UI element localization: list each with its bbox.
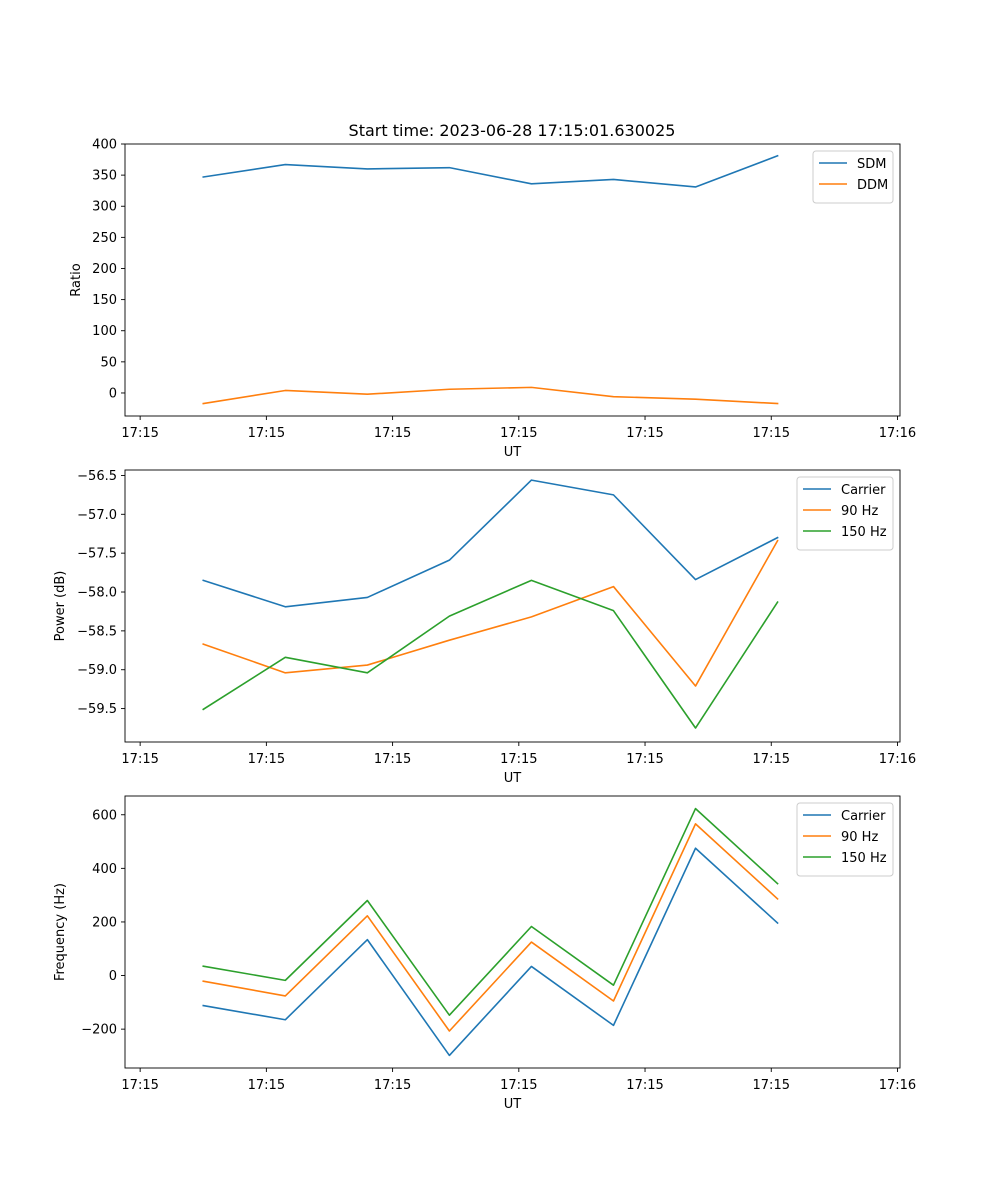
x-tick-label-ratio: 17:15	[626, 426, 663, 441]
x-axis-label-power: UT	[504, 771, 522, 786]
x-tick-label-frequency: 17:15	[626, 1078, 663, 1093]
y-tick-label-ratio: 100	[92, 324, 117, 339]
x-tick-label-ratio: 17:15	[248, 426, 285, 441]
y-tick-label-ratio: 400	[92, 138, 117, 153]
legend-label-power: Carrier	[841, 483, 886, 498]
y-tick-label-frequency: 0	[109, 969, 117, 984]
x-tick-label-frequency: 17:16	[879, 1078, 916, 1093]
y-tick-label-ratio: 200	[92, 262, 117, 277]
legend-label-frequency: 150 Hz	[841, 851, 887, 866]
x-tick-label-power: 17:15	[626, 752, 663, 767]
series-line-ratio-ddm	[202, 386, 779, 405]
y-tick-label-power: −57.5	[77, 547, 117, 562]
series-line-power-carrier	[202, 479, 779, 608]
legend-label-ratio: SDM	[857, 157, 886, 172]
panel-frequency: −200 0 200 400 600 17:15 17:15 17:15 17:15 17:15 1…	[53, 795, 916, 1112]
y-tick-label-frequency: 400	[92, 862, 117, 877]
y-tick-label-power: −58.5	[77, 624, 117, 639]
legend-label-frequency: Carrier	[841, 809, 886, 824]
y-tick-label-power: −59.0	[77, 663, 117, 678]
series-line-power-150-hz	[202, 579, 779, 729]
legend-label-power: 90 Hz	[841, 504, 878, 519]
y-tick-label-frequency: 600	[92, 808, 117, 823]
x-tick-label-ratio: 17:15	[753, 426, 790, 441]
y-axis-label-power: Power (dB)	[53, 571, 68, 642]
y-tick-label-ratio: 250	[92, 231, 117, 246]
legend-label-frequency: 90 Hz	[841, 830, 878, 845]
x-axis-label-frequency: UT	[504, 1097, 522, 1112]
x-tick-label-power: 17:15	[374, 752, 411, 767]
figure-title: Start time: 2023-06-28 17:15:01.630025	[349, 121, 676, 140]
x-tick-label-power: 17:16	[879, 752, 916, 767]
series-line-frequency-150-hz	[202, 807, 779, 1017]
legend-frequency: Carrier 90 Hz 150 Hz	[796, 802, 894, 877]
y-axis-label-frequency: Frequency (Hz)	[53, 883, 68, 981]
x-tick-label-frequency: 17:15	[374, 1078, 411, 1093]
x-tick-label-frequency: 17:15	[121, 1078, 158, 1093]
x-tick-label-power: 17:15	[500, 752, 537, 767]
x-tick-label-frequency: 17:15	[753, 1078, 790, 1093]
y-tick-label-power: −58.0	[77, 586, 117, 601]
series-line-frequency-90-hz	[202, 823, 779, 1032]
panel-power: −59.5 −59.0 −58.5 −58.0 −57.5 −57.0 −56.5 17:15…	[53, 469, 916, 786]
x-tick-label-ratio: 17:15	[121, 426, 158, 441]
legend-label-ratio: DDM	[857, 178, 888, 193]
x-tick-label-ratio: 17:15	[374, 426, 411, 441]
legend-label-power: 150 Hz	[841, 525, 887, 540]
legend-power: Carrier 90 Hz 150 Hz	[796, 476, 894, 551]
x-tick-label-power: 17:15	[121, 752, 158, 767]
y-tick-label-ratio: 50	[100, 355, 117, 370]
x-axis-label-ratio: UT	[504, 445, 522, 460]
x-tick-label-ratio: 17:15	[500, 426, 537, 441]
series-line-frequency-carrier	[202, 847, 779, 1057]
series-line-ratio-sdm	[202, 154, 779, 188]
x-tick-label-ratio: 17:16	[879, 426, 916, 441]
y-axis-label-ratio: Ratio	[69, 263, 84, 296]
x-tick-label-power: 17:15	[753, 752, 790, 767]
y-tick-label-ratio: 350	[92, 169, 117, 184]
axes-frame-power	[124, 469, 901, 743]
axes-frame-frequency	[124, 795, 901, 1069]
plots-group: 0 50 100 150 200 250 300 350 400 17:15 17:15 17:15 1…	[53, 138, 916, 1113]
x-tick-label-frequency: 17:15	[500, 1078, 537, 1093]
y-tick-label-power: −57.0	[77, 508, 117, 523]
legend-box-ratio	[812, 150, 894, 204]
x-tick-label-power: 17:15	[248, 752, 285, 767]
y-tick-label-ratio: 300	[92, 200, 117, 215]
y-tick-label-ratio: 150	[92, 293, 117, 308]
y-tick-label-power: −56.5	[77, 469, 117, 484]
axes-frame-ratio	[124, 143, 901, 417]
series-line-power-90-hz	[202, 539, 779, 687]
legend-ratio: SDM DDM	[812, 150, 894, 204]
y-tick-label-frequency: −200	[81, 1023, 117, 1038]
y-tick-label-power: −59.5	[77, 702, 117, 717]
panel-ratio: 0 50 100 150 200 250 300 350 400 17:15 17:15 17:15 1…	[69, 138, 916, 461]
x-tick-label-frequency: 17:15	[248, 1078, 285, 1093]
y-tick-label-ratio: 0	[109, 386, 117, 401]
y-tick-label-frequency: 200	[92, 915, 117, 930]
